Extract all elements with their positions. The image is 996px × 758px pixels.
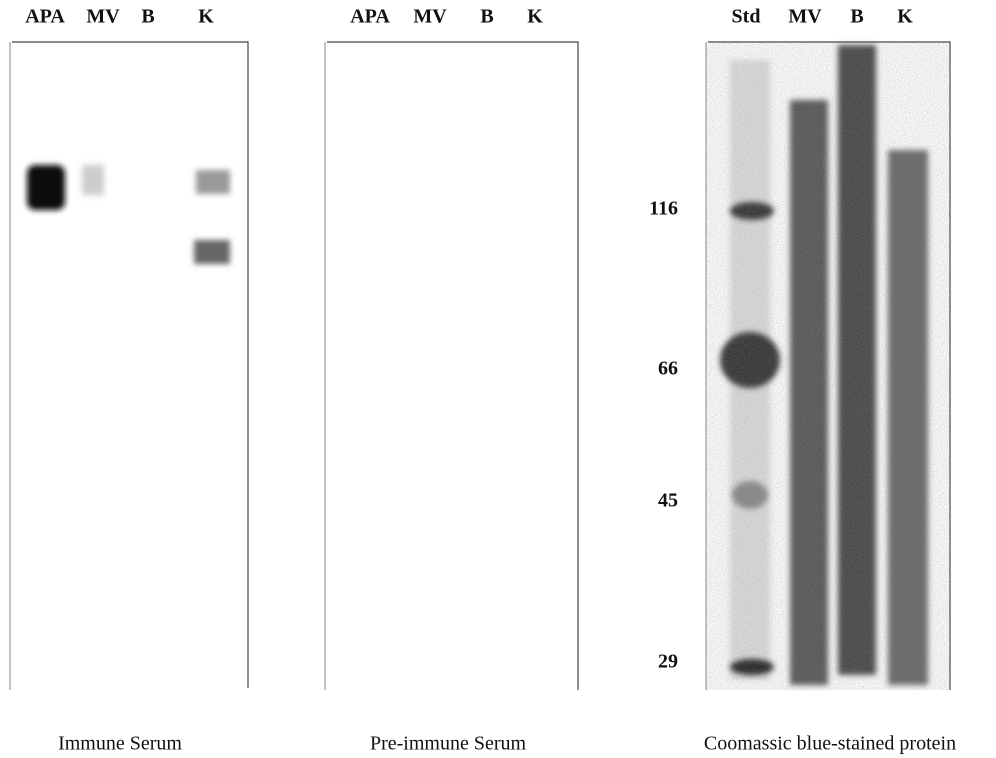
marker-label: 45 (658, 490, 678, 512)
lane-label: MV (788, 6, 822, 28)
marker-label: 116 (649, 198, 678, 220)
lane-label: Std (732, 6, 761, 28)
lane-label: APA (350, 6, 390, 28)
lane-label: MV (413, 6, 447, 28)
gel-lanes (706, 42, 950, 690)
lane-label: B (850, 6, 863, 28)
lane-label: K (198, 6, 214, 28)
lane-label: B (480, 6, 493, 28)
panel-caption: Pre-immune Serum (370, 733, 527, 755)
blot-bands (27, 165, 230, 264)
panel-caption: Coomassic blue-stained protein (704, 733, 956, 755)
lane-label: MV (86, 6, 120, 28)
lane-label: K (897, 6, 913, 28)
marker-label: 66 (658, 358, 678, 380)
lane-label: B (141, 6, 154, 28)
marker-label: 29 (658, 651, 678, 673)
lane-label: K (527, 6, 543, 28)
panel-caption: Immune Serum (58, 733, 182, 755)
lane-label: APA (25, 6, 65, 28)
